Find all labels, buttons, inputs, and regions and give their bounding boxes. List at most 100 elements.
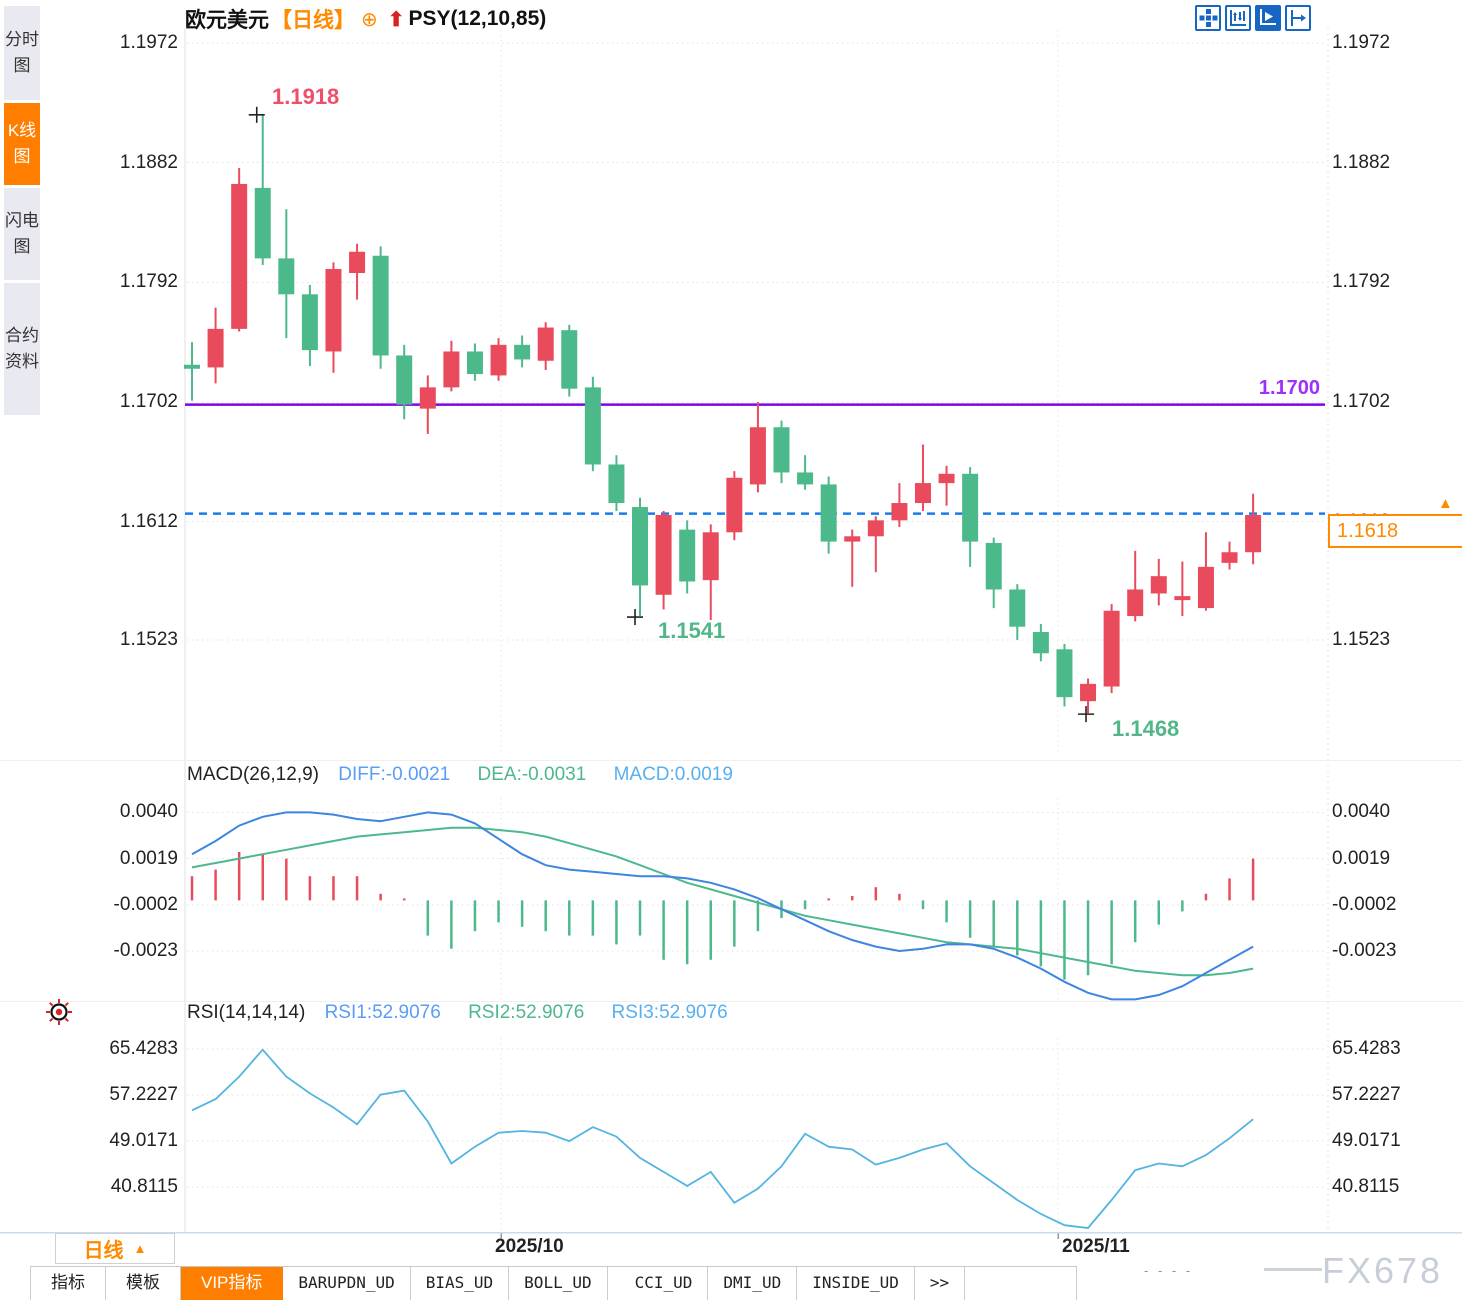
psy-up-arrow-icon: ⬆	[387, 8, 405, 31]
candle-body	[1080, 683, 1097, 702]
bottom-tab-insideud[interactable]: INSIDE_UD	[797, 1267, 915, 1300]
price-axis-label-left: 1.1523	[119, 628, 178, 650]
current-price-up-arrow-icon: ▲	[1438, 495, 1453, 512]
grid-lines	[0, 28, 1462, 1239]
sidebar-tab-2[interactable]: K线图	[4, 103, 40, 185]
rsi-axis-label-left: 57.2227	[109, 1084, 178, 1105]
level-lines	[185, 403, 1325, 515]
candle-body	[985, 542, 1002, 590]
chart-toolbar	[1195, 5, 1311, 31]
macd-plot	[190, 811, 1255, 1001]
candle-body	[443, 351, 460, 388]
chart-title-row: 欧元美元 【日线】 ⊕ ⬆ PSY(12,10,85)	[185, 4, 546, 34]
price-axis-label-left: 1.1702	[119, 390, 178, 412]
candle-body	[608, 464, 625, 504]
bottom-tab-bollud[interactable]: BOLL_UD	[509, 1267, 608, 1300]
macd-dea-value: DEA:-0.0031	[477, 764, 587, 785]
candle-body	[844, 536, 861, 542]
bottom-tab-dmiud[interactable]: DMI_UD	[708, 1267, 798, 1300]
low-price-annotation-1: 1.1541	[658, 618, 726, 643]
add-indicator-icon[interactable]: ⊕	[361, 8, 378, 31]
candle-body	[1103, 610, 1120, 687]
rsi-axis-label-right: 57.2227	[1332, 1084, 1401, 1105]
macd-axis-label-left: -0.0023	[113, 940, 178, 961]
candle-body	[632, 507, 649, 586]
sidebar-tab-1[interactable]: 分时图	[4, 6, 40, 100]
axis-range-icon[interactable]	[1225, 5, 1251, 31]
bottom-tab-biasud[interactable]: BIAS_UD	[411, 1267, 510, 1300]
candle-body	[254, 187, 271, 259]
rsi-axis-label-right: 49.0171	[1332, 1130, 1401, 1151]
candle-body	[514, 344, 531, 360]
bottom-tab-barupdnud[interactable]: BARUPDN_UD	[283, 1267, 411, 1300]
overlay-indicator-label: PSY(12,10,85)	[408, 7, 547, 30]
candle-body	[490, 344, 507, 376]
candle-body	[679, 529, 696, 582]
price-axis-label-right: 1.1792	[1332, 271, 1391, 293]
candle-body	[891, 503, 908, 521]
rsi-axis-label-left: 40.8115	[110, 1176, 178, 1197]
candle-body	[797, 472, 814, 485]
rsi-line	[191, 1048, 1254, 1229]
macd-axis-label-right: 0.0040	[1332, 801, 1391, 823]
bottom-tab-vip指标[interactable]: VIP指标	[181, 1267, 284, 1300]
candle-body	[726, 477, 743, 533]
crosshair-icon[interactable]	[1195, 5, 1221, 31]
price-axis-label-left: 1.1972	[119, 32, 178, 53]
macd-axis-label-left: -0.0002	[113, 893, 178, 915]
bottom-tab-模板[interactable]: 模板	[106, 1267, 181, 1300]
macd-title: MACD(26,12,9)	[187, 764, 319, 785]
candle-body	[1009, 589, 1026, 627]
candle-body	[1197, 566, 1214, 609]
macd-axis-label-left: 0.0040	[119, 801, 178, 823]
rsi3-value: RSI3:52.9076	[611, 1002, 728, 1023]
bottom-tab-指标[interactable]: 指标	[30, 1267, 106, 1300]
dea-line	[191, 826, 1254, 977]
candle-body	[1174, 596, 1191, 601]
candle-body	[349, 251, 366, 274]
watermark: FX678	[1322, 1250, 1444, 1291]
current-price-badge: 1.1618	[1328, 514, 1462, 548]
low-price-annotation-2: 1.1468	[1112, 716, 1180, 741]
candle-body	[867, 520, 884, 537]
sun-icon[interactable]	[44, 997, 74, 1032]
horizontal-line-label: 1.1700	[1258, 377, 1320, 399]
rsi-axis-label-right: 40.8115	[1332, 1176, 1400, 1197]
rsi1-value: RSI1:52.9076	[324, 1002, 441, 1023]
price-axis-label-right: 1.1523	[1332, 628, 1391, 650]
axis-play-icon[interactable]	[1255, 5, 1281, 31]
bottom-tab-[interactable]: >>	[915, 1267, 966, 1300]
macd-axis-label-right: 0.0019	[1332, 847, 1391, 869]
candle-body	[1221, 552, 1238, 563]
candle-body	[584, 387, 601, 465]
candle-body	[396, 355, 413, 405]
rsi2-value: RSI2:52.9076	[468, 1002, 585, 1023]
sidebar-tab-4[interactable]: 合约资料	[4, 283, 40, 415]
candle-body	[702, 532, 719, 581]
candle-body	[914, 483, 931, 504]
period-selector-button[interactable]: 日线 ▲	[55, 1233, 175, 1264]
candle-body	[655, 515, 672, 595]
rsi-plot	[191, 1048, 1254, 1229]
sidebar-tab-3[interactable]: 闪电图	[4, 188, 40, 280]
candlesticks	[184, 114, 1262, 714]
candle-body	[372, 255, 389, 356]
candle-body	[773, 427, 790, 473]
diff-line	[191, 811, 1254, 1001]
candle-body	[466, 351, 483, 375]
rsi-axis-label-left: 49.0171	[109, 1130, 178, 1151]
period-label: 日线	[83, 1240, 124, 1262]
candle-body	[278, 258, 295, 295]
rsi-axis-label-left: 65.4283	[109, 1038, 178, 1059]
bottom-tab-cciud[interactable]: CCI_UD	[620, 1267, 709, 1300]
price-axis-label-right: 1.1702	[1332, 390, 1391, 412]
candle-body	[184, 364, 200, 369]
macd-header: MACD(26,12,9) DIFF:-0.0021 DEA:-0.0031 M…	[187, 764, 733, 786]
axis-dash-fragment: - - - -	[1144, 1263, 1194, 1278]
macd-diff-value: DIFF:-0.0021	[338, 764, 451, 785]
candle-body	[749, 427, 766, 485]
tab-bar-spacer	[965, 1267, 1078, 1300]
price-axis-label-right: 1.1972	[1332, 32, 1391, 53]
pan-right-icon[interactable]	[1285, 5, 1311, 31]
